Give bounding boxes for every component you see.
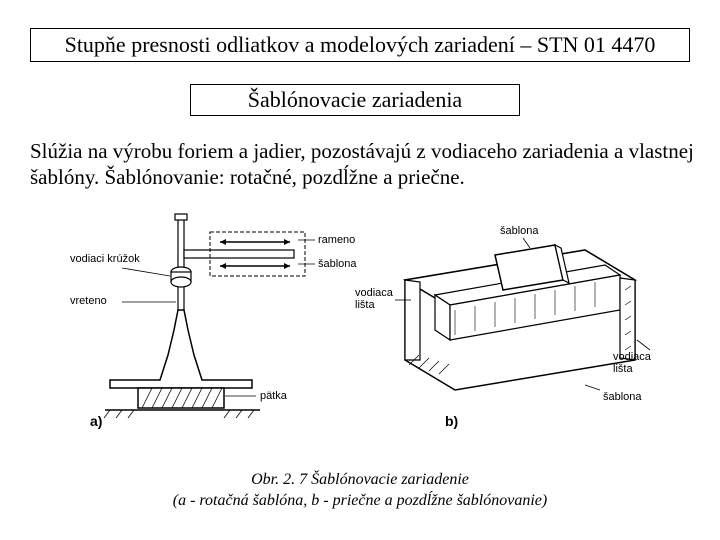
panel-a: vodiaci krúžok vreteno rameno šablona pä…: [70, 214, 357, 429]
sub-title-box: Šablónovacie zariadenia: [190, 84, 520, 116]
body-paragraph: Slúžia na výrobu foriem a jadier, pozost…: [30, 138, 710, 191]
label-vodiaca-lista-right-2: lišta: [613, 363, 633, 375]
sub-title-text: Šablónovacie zariadenia: [248, 87, 462, 113]
label-sablona-top: šablona: [500, 225, 539, 237]
label-vodiaci-kruzok: vodiaci krúžok: [70, 253, 140, 265]
panel-a-letter: a): [90, 413, 102, 429]
main-title-box: Stupňe presnosti odliatkov a modelových …: [30, 28, 690, 62]
label-sablona-bottom: šablona: [603, 391, 642, 403]
figure-area: vodiaci krúžok vreteno rameno šablona pä…: [60, 210, 660, 460]
panel-b: šablona vodiaca lišta vodiaca lišta šabl…: [355, 225, 652, 429]
main-title-text: Stupňe presnosti odliatkov a modelových …: [65, 32, 656, 58]
label-rameno: rameno: [318, 234, 355, 246]
figure-caption: Obr. 2. 7 Šablónovacie zariadenie (a - r…: [0, 470, 720, 512]
panel-b-letter: b): [445, 413, 458, 429]
figure-svg: vodiaci krúžok vreteno rameno šablona pä…: [60, 210, 660, 460]
label-vodiaca-lista-right-1: vodiaca: [613, 351, 652, 363]
label-patka: pätka: [260, 390, 288, 402]
label-vodiaca-lista-left-2: lišta: [355, 299, 375, 311]
label-vreteno: vreteno: [70, 295, 107, 307]
caption-line-1: Obr. 2. 7 Šablónovacie zariadenie: [0, 470, 720, 491]
label-sablona-a: šablona: [318, 258, 357, 270]
caption-line-2: (a - rotačná šablóna, b - priečne a pozd…: [0, 491, 720, 512]
label-vodiaca-lista-left-1: vodiaca: [355, 287, 394, 299]
